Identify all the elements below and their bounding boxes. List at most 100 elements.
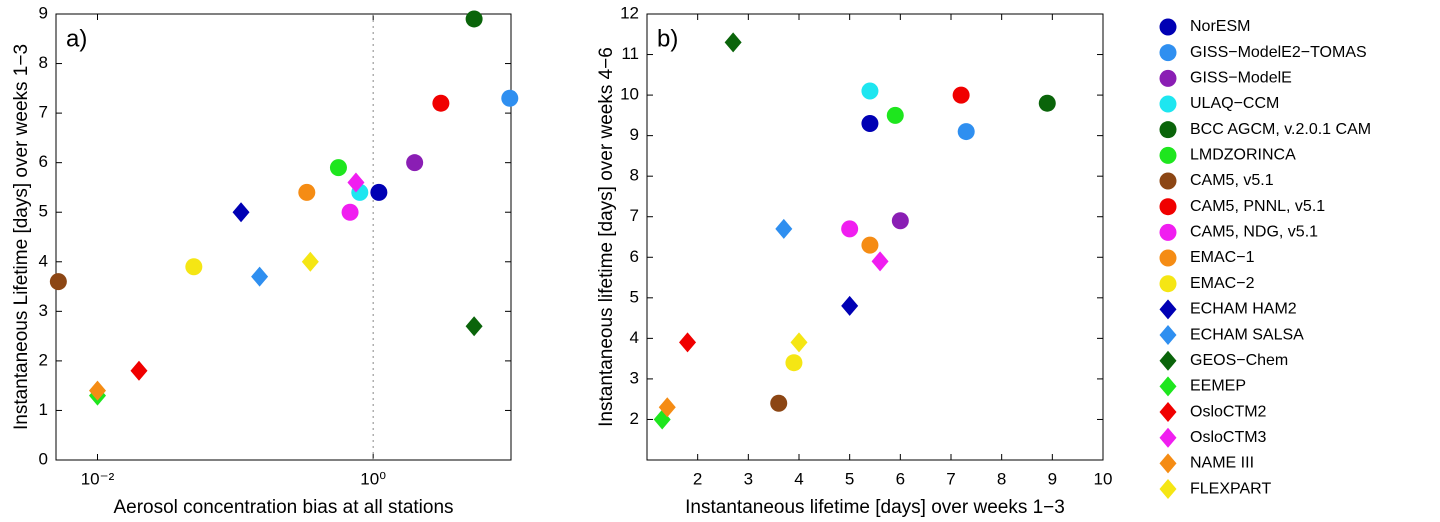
y-tick-label: 2 bbox=[630, 409, 639, 428]
legend-label: NAME III bbox=[1190, 455, 1254, 472]
legend-label: EEMEP bbox=[1190, 378, 1246, 395]
legend-label: GEOS−Chem bbox=[1190, 352, 1288, 369]
legend-label: GISS−ModelE2−TOMAS bbox=[1190, 44, 1367, 61]
legend-label: CAM5, PNNL, v5.1 bbox=[1190, 198, 1325, 215]
data-point bbox=[679, 332, 697, 353]
legend-marker bbox=[1159, 275, 1177, 293]
data-point bbox=[501, 89, 519, 107]
data-point bbox=[861, 82, 879, 100]
data-point bbox=[232, 202, 250, 223]
legend-label: CAM5, v5.1 bbox=[1190, 172, 1274, 189]
y-tick-label: 0 bbox=[39, 449, 48, 468]
x-tick-label: 5 bbox=[845, 469, 854, 488]
legend-marker bbox=[1159, 376, 1177, 397]
data-point bbox=[861, 236, 879, 254]
data-point bbox=[88, 380, 106, 401]
y-axis-label: Instantaneous lifetime [days] over weeks… bbox=[596, 47, 617, 427]
legend-label: NorESM bbox=[1190, 18, 1250, 35]
x-tick-label: 4 bbox=[794, 469, 803, 488]
legend-marker bbox=[1159, 453, 1177, 474]
legend-label: OsloCTM3 bbox=[1190, 429, 1267, 446]
data-point bbox=[251, 266, 269, 287]
legend-label: EMAC−1 bbox=[1190, 249, 1255, 266]
legend-marker bbox=[1159, 146, 1177, 164]
y-tick-label: 7 bbox=[39, 103, 48, 122]
y-tick-label: 3 bbox=[630, 368, 639, 387]
x-tick-label: 6 bbox=[896, 469, 905, 488]
data-point bbox=[370, 183, 388, 201]
x-axis-label: Aerosol concentration bias at all statio… bbox=[113, 497, 453, 518]
data-point bbox=[775, 218, 793, 239]
y-tick-label: 5 bbox=[39, 202, 48, 221]
x-tick-label: 2 bbox=[693, 469, 702, 488]
data-point bbox=[891, 212, 909, 230]
legend-marker bbox=[1159, 249, 1177, 267]
legend-marker bbox=[1159, 479, 1177, 500]
legend-label: ECHAM SALSA bbox=[1190, 326, 1304, 343]
y-tick-label: 7 bbox=[630, 206, 639, 225]
x-tick-label: 10⁻² bbox=[81, 469, 115, 488]
y-tick-label: 5 bbox=[630, 287, 639, 306]
data-point bbox=[298, 183, 316, 201]
data-point bbox=[185, 258, 203, 276]
legend-label: EMAC−2 bbox=[1190, 275, 1255, 292]
x-tick-label: 7 bbox=[946, 469, 955, 488]
data-point bbox=[841, 295, 859, 316]
y-tick-label: 4 bbox=[630, 328, 639, 347]
legend-label: CAM5, NDG, v5.1 bbox=[1190, 224, 1318, 241]
y-tick-label: 8 bbox=[39, 53, 48, 72]
y-tick-label: 12 bbox=[620, 3, 639, 22]
panel-label: b) bbox=[657, 25, 678, 52]
data-point bbox=[785, 354, 803, 372]
legend-label: OsloCTM2 bbox=[1190, 403, 1267, 420]
legend-marker bbox=[1159, 350, 1177, 371]
x-tick-label: 10 bbox=[1094, 469, 1113, 488]
legend-marker bbox=[1159, 299, 1177, 320]
legend-label: ECHAM HAM2 bbox=[1190, 301, 1297, 318]
y-tick-label: 6 bbox=[39, 152, 48, 171]
legend-label: LMDZORINCA bbox=[1190, 147, 1296, 164]
x-tick-label: 3 bbox=[744, 469, 753, 488]
data-point bbox=[790, 332, 808, 353]
y-tick-label: 9 bbox=[630, 125, 639, 144]
data-point bbox=[886, 106, 904, 124]
data-point bbox=[465, 10, 483, 28]
legend-marker bbox=[1159, 95, 1177, 113]
legend-label: ULAQ−CCM bbox=[1190, 95, 1279, 112]
legend-marker bbox=[1159, 172, 1177, 190]
panel-label: a) bbox=[66, 25, 87, 52]
data-point bbox=[341, 203, 359, 221]
legend-marker bbox=[1159, 325, 1177, 346]
legend-label: GISS−ModelE bbox=[1190, 70, 1292, 87]
legend-marker bbox=[1159, 121, 1177, 139]
y-tick-label: 11 bbox=[621, 44, 639, 63]
x-tick-label: 9 bbox=[1048, 469, 1057, 488]
data-point bbox=[1038, 94, 1056, 112]
data-point bbox=[724, 32, 742, 53]
legend-marker bbox=[1159, 44, 1177, 62]
data-point bbox=[952, 86, 970, 104]
legend-marker bbox=[1159, 223, 1177, 241]
legend-marker bbox=[1159, 402, 1177, 423]
x-axis-label: Instantaneous lifetime [days] over weeks… bbox=[685, 497, 1065, 518]
data-point bbox=[406, 154, 424, 172]
y-tick-label: 3 bbox=[39, 301, 48, 320]
y-tick-label: 2 bbox=[39, 350, 48, 369]
data-point bbox=[957, 123, 975, 141]
y-tick-label: 8 bbox=[630, 166, 639, 185]
y-tick-label: 6 bbox=[630, 247, 639, 266]
data-point bbox=[871, 251, 889, 272]
data-point bbox=[329, 159, 347, 177]
x-tick-label: 10⁰ bbox=[360, 469, 386, 488]
y-tick-label: 4 bbox=[39, 251, 48, 270]
y-tick-label: 10 bbox=[620, 85, 639, 104]
data-point bbox=[841, 220, 859, 238]
data-point bbox=[770, 394, 788, 412]
data-point bbox=[301, 251, 319, 272]
data-point bbox=[465, 316, 483, 337]
y-axis-label: Instantaneous Lifetime [days] over weeks… bbox=[11, 44, 32, 430]
legend-marker bbox=[1159, 198, 1177, 216]
plot-frame bbox=[55, 13, 512, 461]
data-point bbox=[658, 397, 676, 418]
